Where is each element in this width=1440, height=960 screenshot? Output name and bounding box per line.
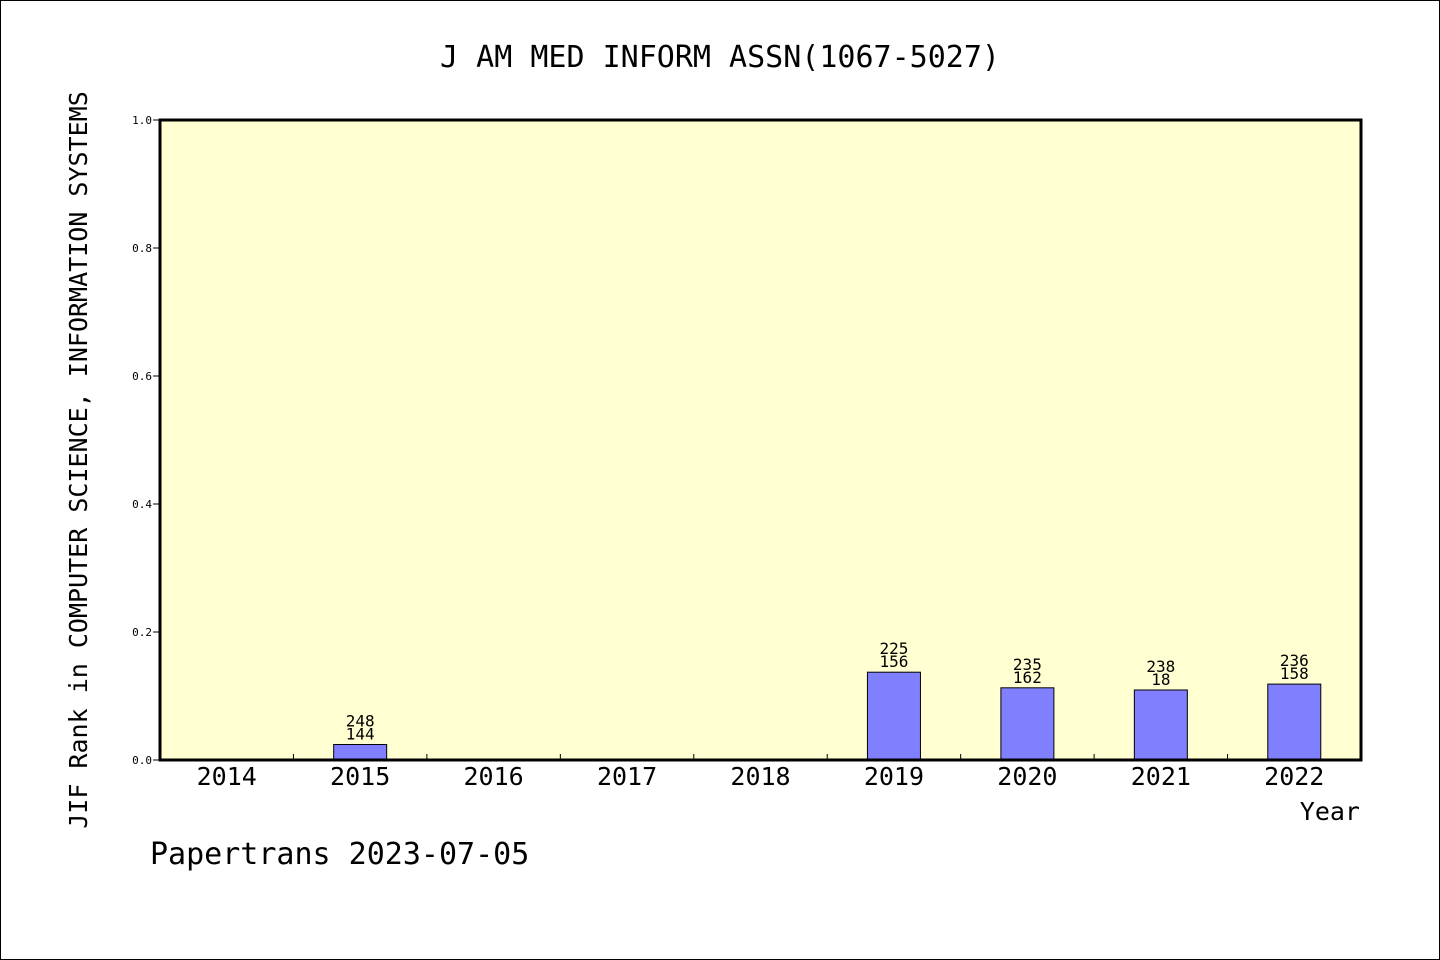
bar-label-top: 248 bbox=[346, 712, 375, 731]
x-tick-label: 2015 bbox=[330, 762, 390, 791]
bar bbox=[1267, 683, 1322, 761]
bar-label-bottom: 18 bbox=[1151, 670, 1170, 689]
bar bbox=[333, 744, 388, 761]
y-tick-label: 0.8 bbox=[132, 242, 152, 255]
bar-label-top: 238 bbox=[1146, 657, 1175, 676]
bar-label-top: 236 bbox=[1280, 651, 1309, 670]
bar-label-top: 235 bbox=[1013, 655, 1042, 674]
y-tick-label: 1.0 bbox=[132, 114, 152, 127]
bar-label-bottom: 162 bbox=[1013, 668, 1042, 687]
y-tick-label: 0.2 bbox=[132, 626, 152, 639]
chart-title: J AM MED INFORM ASSN(1067-5027) bbox=[440, 40, 1000, 75]
plot-border bbox=[158, 118, 1363, 762]
bar bbox=[1133, 689, 1188, 761]
x-tick-label: 2014 bbox=[197, 762, 257, 791]
x-axis-label: Year bbox=[1300, 797, 1360, 826]
plot-area bbox=[160, 120, 1361, 760]
y-tick-label: 0.4 bbox=[132, 498, 152, 511]
x-tick-label: 2019 bbox=[864, 762, 924, 791]
footer-credit: Papertrans 2023-07-05 bbox=[150, 837, 529, 872]
x-tick-label: 2021 bbox=[1131, 762, 1191, 791]
x-tick-label: 2020 bbox=[997, 762, 1057, 791]
y-axis-label: JIF Rank in COMPUTER SCIENCE, INFORMATIO… bbox=[64, 91, 93, 829]
bar-label-bottom: 156 bbox=[879, 652, 908, 671]
x-tick-label: 2016 bbox=[464, 762, 524, 791]
bar-label-bottom: 144 bbox=[346, 725, 375, 744]
x-tick-label: 2022 bbox=[1264, 762, 1324, 791]
bar bbox=[866, 671, 921, 761]
y-tick-label: 0.0 bbox=[132, 754, 152, 767]
x-tick-label: 2017 bbox=[597, 762, 657, 791]
bar-label-top: 225 bbox=[879, 639, 908, 658]
bar bbox=[1000, 687, 1055, 761]
y-tick-label: 0.6 bbox=[132, 370, 152, 383]
x-tick-label: 2018 bbox=[730, 762, 790, 791]
bar-label-bottom: 158 bbox=[1280, 664, 1309, 683]
